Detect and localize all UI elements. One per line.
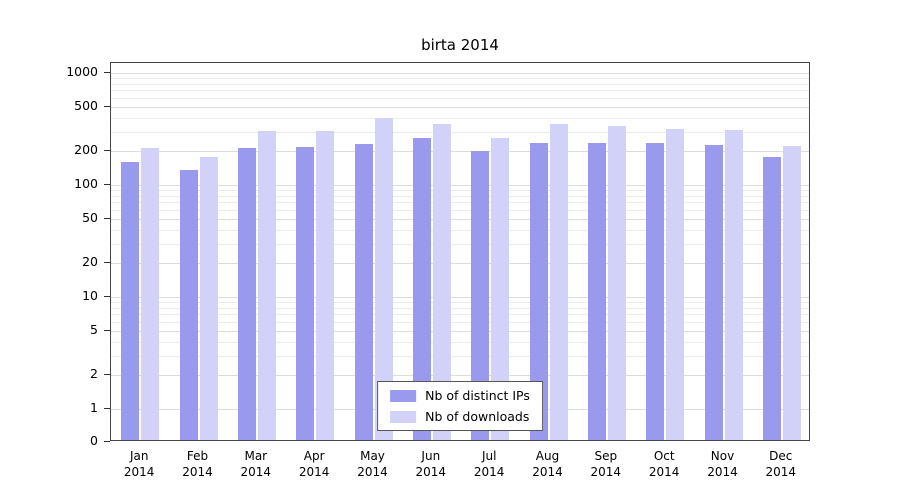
- bar-distinct-ips: [646, 142, 665, 440]
- bar-distinct-ips: [412, 137, 431, 440]
- x-tick-label: Jan 2014: [123, 449, 155, 480]
- gridline: [111, 78, 809, 80]
- gridline: [111, 229, 809, 231]
- y-tick-label: 5: [90, 321, 98, 337]
- gridline: [111, 375, 809, 377]
- y-tick-mark: [104, 72, 110, 73]
- gridline: [111, 83, 809, 85]
- legend-swatch-distinct-ips: [390, 389, 417, 402]
- y-tick-label: 1: [90, 400, 98, 415]
- y-tick-label: 10: [82, 288, 98, 303]
- legend-label-distinct-ips: Nb of distinct IPs: [425, 388, 530, 403]
- gridline: [111, 314, 809, 316]
- x-tick-label: Jun 2014: [415, 449, 447, 480]
- bar-distinct-ips: [121, 161, 140, 440]
- y-tick-label: 100: [74, 176, 98, 191]
- bar-distinct-ips: [296, 146, 315, 440]
- x-tick-label: Mar 2014: [240, 449, 272, 480]
- bar-downloads: [491, 138, 510, 440]
- bar-downloads: [199, 157, 218, 440]
- gridline: [111, 330, 809, 332]
- y-tick-mark: [104, 408, 110, 409]
- x-tick-label: Aug 2014: [532, 449, 563, 480]
- bar-downloads: [141, 148, 160, 440]
- x-tick-label: Jul 2014: [473, 449, 505, 480]
- gridline: [111, 90, 809, 92]
- bar-downloads: [549, 123, 568, 440]
- y-tick-mark: [104, 105, 110, 107]
- legend: Nb of distinct IPs Nb of downloads: [377, 381, 543, 431]
- y-tick-mark: [104, 150, 110, 152]
- y-tick-label: 2: [90, 366, 98, 382]
- y-tick-label: 200: [74, 142, 98, 158]
- gridline: [111, 131, 809, 133]
- bar-distinct-ips: [237, 148, 256, 440]
- gridline: [111, 341, 809, 343]
- bar-downloads: [666, 128, 685, 440]
- gridline: [111, 243, 809, 245]
- y-tick-label: 1000: [66, 64, 98, 79]
- gridline: [111, 195, 809, 197]
- y-tick-mark: [104, 262, 110, 264]
- y-tick-mark: [104, 374, 110, 376]
- y-tick-mark: [104, 441, 110, 442]
- y-tick-label: 500: [74, 97, 98, 113]
- y-tick-mark: [104, 217, 110, 219]
- gridline: [111, 355, 809, 357]
- x-tick-label: Apr 2014: [298, 449, 330, 480]
- bar-downloads: [257, 131, 276, 440]
- x-tick-label: Dec 2014: [765, 449, 797, 480]
- gridline: [111, 106, 809, 108]
- legend-label-downloads: Nb of downloads: [425, 409, 530, 424]
- gridline: [111, 307, 809, 309]
- legend-swatch-downloads: [390, 410, 417, 423]
- gridline: [111, 73, 809, 74]
- bar-downloads: [607, 125, 626, 440]
- x-tick-label: Feb 2014: [182, 449, 213, 480]
- plot-area: Nb of distinct IPs Nb of downloads: [110, 62, 810, 441]
- gridline: [111, 209, 809, 211]
- y-tick-mark: [104, 329, 110, 331]
- legend-item-distinct-ips: Nb of distinct IPs: [390, 388, 530, 403]
- y-tick-mark: [104, 296, 110, 297]
- gridline: [111, 117, 809, 119]
- bar-distinct-ips: [704, 144, 723, 440]
- bar-distinct-ips: [762, 157, 781, 440]
- gridline: [111, 151, 809, 153]
- y-tick-label: 50: [82, 209, 98, 225]
- gridline: [111, 218, 809, 220]
- y-tick-label: 20: [82, 254, 98, 270]
- bar-distinct-ips: [471, 150, 490, 440]
- y-tick-label: 0: [90, 433, 98, 448]
- gridline: [111, 302, 809, 304]
- bar-distinct-ips: [587, 142, 606, 440]
- legend-item-downloads: Nb of downloads: [390, 409, 530, 424]
- gridline: [111, 185, 809, 186]
- x-tick-label: Nov 2014: [707, 449, 738, 480]
- gridline: [111, 263, 809, 265]
- bar-downloads: [782, 145, 801, 440]
- bar-downloads: [316, 131, 335, 440]
- x-tick-label: May 2014: [357, 449, 388, 480]
- gridline: [111, 297, 809, 298]
- bar-distinct-ips: [529, 142, 548, 440]
- bar-distinct-ips: [179, 170, 198, 440]
- bar-distinct-ips: [354, 143, 373, 440]
- x-tick-label: Sep 2014: [590, 449, 622, 480]
- gridline: [111, 321, 809, 323]
- bar-downloads: [724, 130, 743, 440]
- gridline: [111, 97, 809, 99]
- bar-downloads: [374, 118, 393, 440]
- x-tick-label: Oct 2014: [648, 449, 680, 480]
- gridline: [111, 190, 809, 192]
- y-tick-mark: [104, 184, 110, 185]
- bar-downloads: [432, 124, 451, 440]
- chart-title: birta 2014: [421, 36, 499, 54]
- gridline: [111, 202, 809, 204]
